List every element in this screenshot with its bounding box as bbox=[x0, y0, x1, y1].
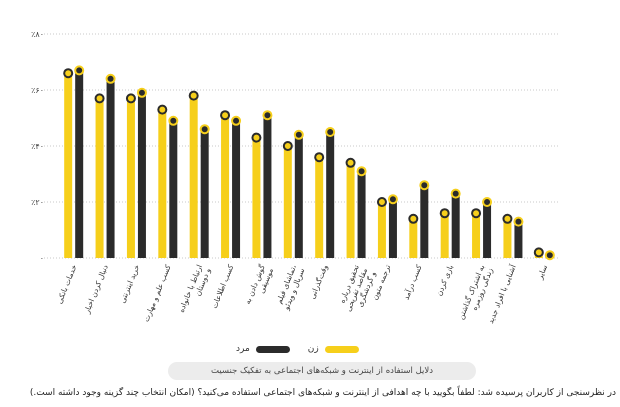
x-tick-label: بازی کردن bbox=[434, 263, 455, 297]
bar-male bbox=[483, 202, 492, 258]
bar-female bbox=[377, 202, 386, 258]
x-tick-label: دنبال کردن اخبار bbox=[82, 263, 110, 315]
y-tick-label: ٪۸۰ bbox=[31, 30, 44, 39]
bar-female bbox=[189, 95, 198, 258]
bar-cap-male bbox=[136, 87, 147, 98]
x-tick-label-line: سایر bbox=[535, 263, 549, 281]
x-tick-label-line: وقت‌گذرانی bbox=[308, 263, 330, 300]
bar-male bbox=[137, 92, 146, 258]
bar-cap-female bbox=[188, 90, 199, 101]
bar-cap-male bbox=[356, 166, 367, 177]
bar-cap-male bbox=[544, 250, 555, 261]
bar-cap-female bbox=[376, 197, 387, 207]
bar-cap-female bbox=[314, 152, 325, 163]
bar-female bbox=[346, 162, 355, 258]
bar-male bbox=[294, 134, 303, 258]
bar-cap-male bbox=[450, 188, 461, 199]
bar-cap-male bbox=[74, 65, 85, 76]
x-tick-label: کسب اطلاعات bbox=[210, 263, 236, 310]
bar-male bbox=[357, 171, 366, 258]
bar-cap-male bbox=[231, 115, 242, 126]
x-tick-label-line: کسب اطلاعات bbox=[210, 263, 236, 310]
bar-male bbox=[388, 199, 397, 258]
bar-cap-male bbox=[387, 194, 398, 205]
bar-cap-male bbox=[168, 115, 179, 126]
bar-female bbox=[158, 109, 167, 258]
bar-cap-male bbox=[262, 110, 273, 121]
bar-cap-female bbox=[125, 93, 136, 104]
bar-male bbox=[75, 70, 84, 259]
bar-cap-female bbox=[282, 141, 293, 151]
x-tick-label: سایر bbox=[535, 263, 549, 281]
bar-cap-female bbox=[471, 208, 482, 219]
x-tick-label-line: خرید اینترنتی bbox=[118, 263, 142, 304]
x-tick-label: کسب علم و مهارت bbox=[142, 263, 173, 323]
y-tick-label: ٪۲۰ bbox=[31, 198, 44, 207]
bar-male bbox=[326, 132, 335, 258]
bar-female bbox=[95, 98, 104, 259]
x-tick-label: وقت‌گذرانی bbox=[308, 263, 330, 300]
bar-cap-male bbox=[199, 124, 210, 135]
legend-female-swatch bbox=[324, 345, 359, 353]
legend-female-label: زن bbox=[307, 344, 319, 354]
bar-male bbox=[451, 193, 460, 258]
bar-female bbox=[252, 137, 261, 258]
x-tick-label: تحقیق دربارهمقاصد تفریحیو گردشگری bbox=[335, 263, 377, 316]
x-tick-label: کسب درآمد bbox=[401, 263, 424, 301]
y-tick-label: ٪۶۰ bbox=[31, 86, 44, 95]
bar-cap-male bbox=[482, 197, 493, 207]
bar-cap-female bbox=[94, 93, 105, 104]
bar-cap-female bbox=[439, 208, 450, 219]
bar-cap-female bbox=[63, 68, 74, 79]
bar-female bbox=[221, 115, 230, 258]
legend: مرد زن bbox=[236, 344, 377, 354]
bar-cap-male bbox=[419, 180, 430, 191]
bar-cap-female bbox=[157, 104, 168, 115]
x-tick-label-line: کسب علم و مهارت bbox=[142, 263, 173, 323]
x-tick-label-line: دنبال کردن اخبار bbox=[82, 263, 110, 315]
bar-female bbox=[283, 146, 292, 258]
bar-female bbox=[440, 213, 449, 258]
bar-male bbox=[106, 78, 115, 258]
bar-cap-female bbox=[408, 213, 419, 224]
x-tick-label: خرید اینترنتی bbox=[118, 263, 142, 304]
bar-female bbox=[315, 157, 324, 258]
bar-female bbox=[503, 218, 512, 258]
bar-cap-female bbox=[220, 110, 231, 121]
x-tick-label: ارتباط با خانوادهو دوستان bbox=[177, 263, 213, 317]
legend-male-swatch bbox=[255, 345, 290, 353]
bar-cap-male bbox=[513, 216, 524, 227]
bar-cap-female bbox=[251, 132, 262, 143]
chart-caption: دلایل استفاده از اینترنت و شبکه‌های اجتم… bbox=[168, 362, 476, 380]
x-tick-label-line: کسب درآمد bbox=[401, 263, 424, 301]
bar-male bbox=[420, 185, 429, 258]
bar-cap-male bbox=[105, 73, 116, 84]
bar-male bbox=[263, 115, 272, 258]
x-tick-label: تماشای فیلم،سریال و ویدئو bbox=[273, 263, 307, 312]
x-tick-label-line: بازی کردن bbox=[434, 263, 455, 297]
bar-male bbox=[514, 221, 523, 258]
legend-item-male: مرد bbox=[236, 344, 290, 354]
legend-male-label: مرد bbox=[236, 344, 250, 354]
bar-female bbox=[472, 213, 481, 258]
bar-cap-female bbox=[533, 247, 544, 258]
bar-male bbox=[232, 120, 241, 258]
y-tick-label: ٪۴۰ bbox=[31, 142, 44, 151]
bar-female bbox=[409, 218, 418, 258]
bar-cap-female bbox=[345, 157, 356, 168]
survey-question: در نظرسنجی از کاربران پرسیده شد: لطفاً ب… bbox=[29, 388, 616, 398]
x-tick-label-line: خدمات بانکی bbox=[55, 263, 79, 305]
bar-male bbox=[169, 120, 178, 258]
x-tick-label: خدمات بانکی bbox=[55, 263, 79, 305]
bar-cap-female bbox=[502, 213, 513, 224]
bar-female bbox=[126, 98, 135, 259]
bar-male bbox=[200, 129, 209, 258]
legend-item-female: زن bbox=[308, 344, 359, 354]
bar-cap-male bbox=[293, 129, 304, 140]
y-tick-label: ۰ bbox=[40, 254, 44, 263]
bar-cap-male bbox=[325, 127, 336, 137]
bar-female bbox=[64, 73, 73, 258]
x-tick-label: گوش دادن بهموسیقی bbox=[243, 263, 275, 309]
